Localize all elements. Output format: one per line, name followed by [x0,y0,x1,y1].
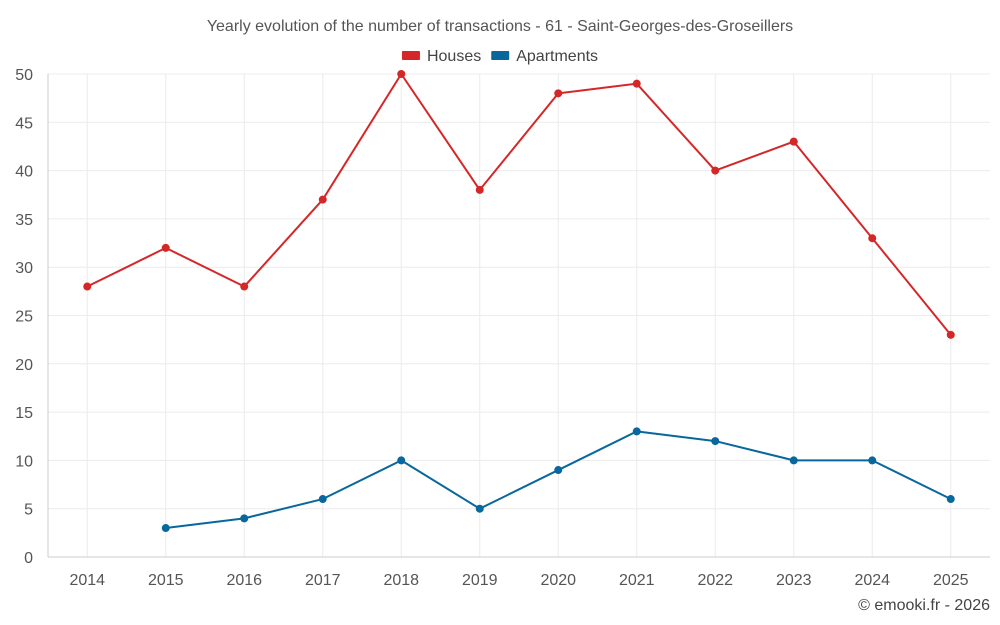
data-point-houses [318,195,327,204]
x-tick-label: 2016 [226,572,262,589]
data-point-houses [711,166,720,175]
series-houses [83,70,955,339]
grid [48,73,990,557]
x-tick-label: 2014 [69,572,105,589]
legend-swatch [491,51,510,60]
x-tick-label: 2015 [148,572,184,589]
y-tick-label: 25 [15,309,33,326]
credit-text: © emooki.fr - 2026 [858,597,990,614]
legend-label: Apartments [516,48,598,65]
series-apartments [161,427,955,533]
data-point-houses [554,89,563,98]
x-tick-label: 2024 [854,572,890,589]
data-point-houses [475,185,484,194]
y-tick-label: 50 [15,67,33,84]
x-tick-label: 2022 [697,572,733,589]
data-point-apartments [554,466,563,475]
data-point-apartments [632,427,641,436]
x-axis: 2014 2015 2016 2017 2018 2019 2020 2021 2022 2023… [48,556,990,589]
series-line-houses [86,73,952,336]
y-tick-label: 45 [15,115,33,132]
legend-label: Houses [427,48,481,65]
data-point-houses [83,282,92,291]
data-point-apartments [318,495,327,504]
data-point-apartments [711,437,720,446]
data-point-apartments [397,456,406,465]
plot-area [83,70,955,533]
y-tick-label: 20 [15,357,33,374]
x-tick-label: 2019 [462,572,498,589]
data-point-apartments [789,456,798,465]
x-tick-label: 2017 [305,572,341,589]
data-point-apartments [475,504,484,513]
legend: Houses Apartments [401,48,598,65]
y-tick-label: 30 [15,260,33,277]
x-tick-label: 2023 [776,572,812,589]
data-point-houses [632,79,641,88]
legend-item-apartments: Apartments [491,48,598,65]
y-tick-label: 15 [15,405,33,422]
chart-title: Yearly evolution of the number of transa… [207,18,793,35]
data-point-apartments [946,495,955,504]
data-point-apartments [868,456,877,465]
x-tick-label: 2018 [383,572,419,589]
y-tick-label: 10 [15,453,33,470]
x-tick-label: 2020 [540,572,576,589]
data-point-apartments [240,514,249,523]
data-point-houses [161,243,170,252]
y-tick-label: 0 [24,550,33,567]
x-tick-label: 2025 [933,572,969,589]
y-tick-label: 5 [24,502,33,519]
y-tick-label: 35 [15,212,33,229]
data-point-houses [397,70,406,78]
data-point-houses [240,282,249,291]
data-point-houses [868,234,877,243]
data-point-apartments [161,524,170,533]
legend-item-houses: Houses [401,48,481,65]
y-tick-label: 40 [15,164,33,181]
x-tick-label: 2021 [619,572,655,589]
data-point-houses [946,330,955,339]
y-axis: 0 5 10 15 20 25 30 35 40 45 50 [15,67,49,567]
legend-swatch [401,51,420,60]
data-point-houses [789,137,798,146]
